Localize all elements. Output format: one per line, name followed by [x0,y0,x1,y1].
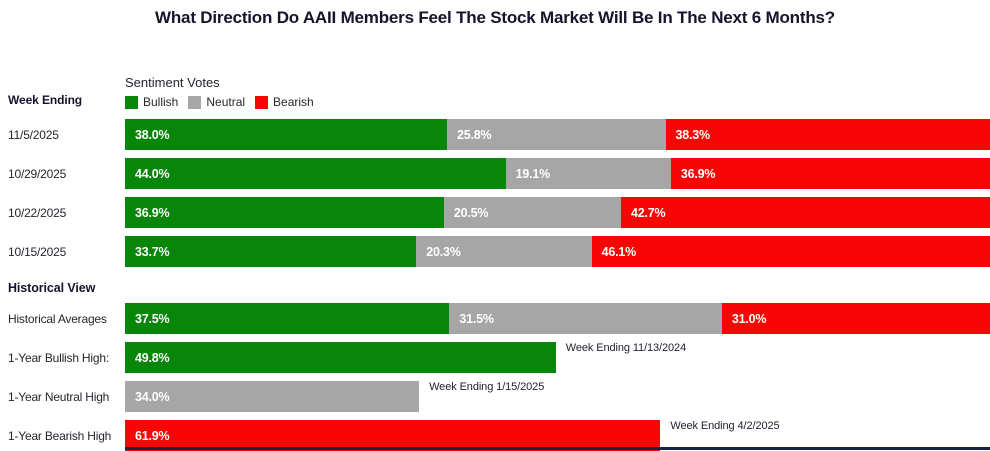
bullish-bar-segment: 36.9% [125,197,444,228]
record-bar-track: 49.8% Week Ending 11/13/2024 [125,342,990,373]
neutral-value-label: 20.5% [453,205,489,220]
bullish-bar-segment: 44.0% [125,158,506,189]
stacked-bar: 44.0% 19.1% 36.9% [125,158,990,189]
row-label: 1-Year Neutral High [8,389,110,404]
stacked-bar: 36.9% 20.5% 42.7% [125,197,990,228]
bearish-bar-segment: 31.0% [721,303,990,334]
bottom-divider [125,447,990,450]
row-label: 11/5/2025 [8,127,59,142]
record-row: 1-Year Bearish High 61.9% Week Ending 4/… [0,420,990,451]
neutral-bar-segment: 20.5% [443,197,621,228]
bearish-swatch-icon [255,95,269,109]
bearish-value-label: 42.7% [631,205,666,220]
legend-label-neutral: Neutral [206,95,246,109]
record-annotation: Week Ending 11/13/2024 [565,342,687,354]
sentiment-row: 10/15/2025 33.7% 20.3% 46.1% [0,236,990,267]
record-row: 1-Year Bullish High: 49.8% Week Ending 1… [0,342,990,373]
bullish-bar-segment: 38.0% [125,119,447,150]
record-bar-track: 61.9% Week Ending 4/2/2025 [125,420,990,451]
record-bar-track: 34.0% Week Ending 1/15/2025 [125,381,990,412]
record-row: 1-Year Neutral High 34.0% Week Ending 1/… [0,381,990,412]
historical-rows: Historical Averages 37.5% 31.5% 31.0% 1-… [0,303,990,451]
bullish-value-label: 44.0% [135,166,170,181]
sentiment-row: Historical Averages 37.5% 31.5% 31.0% [0,303,990,334]
bullish-swatch-icon [125,95,138,109]
stacked-bar: 38.0% 25.8% 38.3% [125,119,990,150]
sentiment-row: 10/22/2025 36.9% 20.5% 42.7% [0,197,990,228]
record-value-label: 61.9% [135,428,170,443]
sentiment-row: 11/5/2025 38.0% 25.8% 38.3% [0,119,990,150]
row-label: 1-Year Bullish High: [8,350,109,365]
bearish-value-label: 38.3% [675,127,711,142]
record-annotation: Week Ending 1/15/2025 [429,381,545,393]
chart-title: What Direction Do AAII Members Feel The … [155,8,835,27]
weekly-sentiment-rows: 11/5/2025 38.0% 25.8% 38.3% 10/29/2025 4… [0,119,990,267]
stacked-bar: 37.5% 31.5% 31.0% [125,303,990,334]
legend-label-bullish: Bullish [143,95,179,109]
row-label: 10/15/2025 [8,244,67,259]
row-label: Historical Averages [8,311,107,326]
neutral-value-label: 20.3% [426,244,461,259]
neutral-bar-segment: 25.8% [446,119,666,150]
neutral-bar-segment: 20.3% [416,236,592,267]
bullish-value-label: 37.5% [135,311,170,326]
neutral-value-label: 31.5% [459,311,494,326]
stacked-bar: 33.7% 20.3% 46.1% [125,236,990,267]
bullish-value-label: 36.9% [135,205,170,220]
sentiment-row: 10/29/2025 44.0% 19.1% 36.9% [0,158,990,189]
record-value-label: 34.0% [135,389,170,404]
record-annotation: Week Ending 4/2/2025 [670,420,780,432]
bearish-bar-segment: 46.1% [591,236,990,267]
bearish-value-label: 31.0% [731,311,767,326]
bearish-bar-segment: 38.3% [665,119,990,150]
record-bar: 34.0% [125,381,420,412]
bullish-bar-segment: 37.5% [125,303,450,334]
neutral-bar-segment: 19.1% [505,158,671,189]
legend-label-bearish: Bearish [273,95,314,109]
bullish-bar-segment: 33.7% [125,236,417,267]
bullish-value-label: 33.7% [135,244,170,259]
record-bar: 49.8% [125,342,556,373]
bearish-bar-segment: 42.7% [621,197,990,228]
neutral-bar-segment: 31.5% [449,303,722,334]
legend-item-bearish: Bearish [255,95,314,109]
row-label: 10/22/2025 [8,205,67,220]
legend-items: Bullish Neutral Bearish [125,95,314,109]
bearish-bar-segment: 36.9% [670,158,990,189]
bearish-value-label: 36.9% [680,166,716,181]
legend-item-neutral: Neutral [188,95,245,109]
neutral-value-label: 19.1% [515,166,551,181]
row-label: 10/29/2025 [8,166,67,181]
legend: Sentiment Votes Bullish Neutral Bearish [125,75,314,109]
legend-title: Sentiment Votes [125,75,220,90]
bearish-value-label: 46.1% [601,244,637,259]
neutral-swatch-icon [188,95,202,109]
week-ending-header: Week Ending [8,93,83,107]
row-label: 1-Year Bearish High [8,428,112,443]
historical-view-header: Historical View [8,281,96,295]
record-bar: 61.9% [125,420,661,451]
legend-item-bullish: Bullish [125,95,178,109]
record-value-label: 49.8% [135,350,170,365]
neutral-value-label: 25.8% [456,127,492,142]
bullish-value-label: 38.0% [135,127,170,142]
